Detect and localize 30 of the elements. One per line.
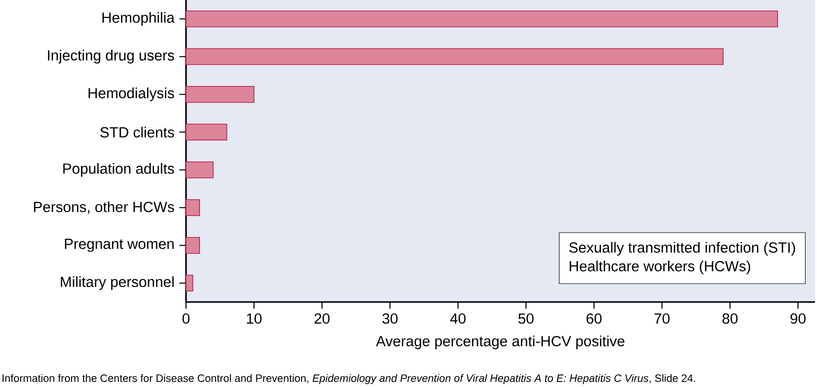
x-tick-label: 60 xyxy=(586,313,602,324)
x-tick-label: 30 xyxy=(382,313,398,324)
x-tick-label: 10 xyxy=(246,313,262,324)
y-tick-label: Hemodialysis xyxy=(88,88,174,102)
bar xyxy=(186,124,228,141)
annotation: Healthcare workers (HCWs) xyxy=(570,260,750,274)
x-axis-title: Average percentage anti-HCV positive xyxy=(376,336,624,350)
x-tick-label: 40 xyxy=(450,313,466,324)
bar xyxy=(186,10,778,28)
x-tick-label: 0 xyxy=(182,313,190,324)
y-tick-label: Population adults xyxy=(63,163,174,177)
x-tick-label: 80 xyxy=(722,313,738,324)
bar xyxy=(186,199,200,216)
x-tick-label: 20 xyxy=(314,313,330,324)
bar xyxy=(186,86,254,103)
annotation: Sexually transmitted infection (STI) xyxy=(569,242,796,256)
bar xyxy=(186,48,724,66)
bar xyxy=(186,236,200,254)
y-tick-label: Hemophilia xyxy=(102,12,175,26)
y-tick-label: Persons, other HCWs xyxy=(34,201,174,214)
x-tick-label: 90 xyxy=(790,313,806,324)
bar xyxy=(186,161,214,178)
y-tick-label: Injecting drug users xyxy=(48,50,174,64)
y-tick-label: Military personnel xyxy=(60,276,174,290)
y-tick-label: Pregnant women xyxy=(64,238,174,252)
bar xyxy=(186,274,194,292)
y-tick-label: STD clients xyxy=(100,126,174,138)
x-tick-label: 50 xyxy=(518,313,534,324)
text: Information from the Centers for Disease Control and Prevention, Epidemiology and Prevention of Viral Hepatitis A to E: Hepatitis C Virus, Slide 24. xyxy=(2,374,696,384)
x-tick-label: 70 xyxy=(654,313,670,324)
